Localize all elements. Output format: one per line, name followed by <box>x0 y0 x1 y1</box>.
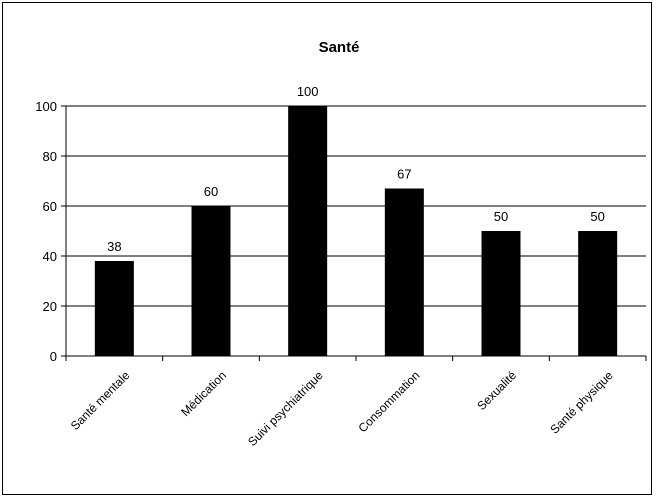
bar <box>191 206 231 356</box>
y-tick-label: 20 <box>43 299 57 314</box>
bar <box>578 231 618 356</box>
y-tick-label: 0 <box>50 349 57 364</box>
data-label: 60 <box>204 184 218 199</box>
y-tick-label: 100 <box>35 99 57 114</box>
x-tick-label: Suivi psychiatrique <box>245 368 326 449</box>
bar <box>288 106 328 356</box>
data-label: 50 <box>494 209 508 224</box>
x-tick-labels: Santé mentale Médication Suivi psychiatriq… <box>68 368 616 449</box>
gridlines <box>66 105 646 307</box>
bars <box>94 106 618 356</box>
chart-title: Santé <box>319 39 360 56</box>
bar <box>94 261 134 356</box>
bar <box>481 231 521 356</box>
data-label: 100 <box>297 84 319 99</box>
y-tick-label: 40 <box>43 249 57 264</box>
x-tick-label: Consommation <box>355 368 422 435</box>
bar <box>384 188 424 356</box>
x-tick-label: Médication <box>178 368 229 419</box>
data-label: 38 <box>107 239 121 254</box>
axes <box>61 105 647 361</box>
x-tick-label: Sexualité <box>474 368 519 413</box>
y-tick-label: 60 <box>43 199 57 214</box>
data-label: 50 <box>590 209 604 224</box>
y-tick-labels: 0 20 40 60 80 100 <box>35 99 57 364</box>
data-label: 67 <box>397 167 411 182</box>
data-labels: 38 60 100 67 50 50 <box>107 84 605 254</box>
y-tick-label: 80 <box>43 149 57 164</box>
x-tick-label: Santé mentale <box>68 368 133 433</box>
x-tick-label: Santé physique <box>547 368 616 437</box>
